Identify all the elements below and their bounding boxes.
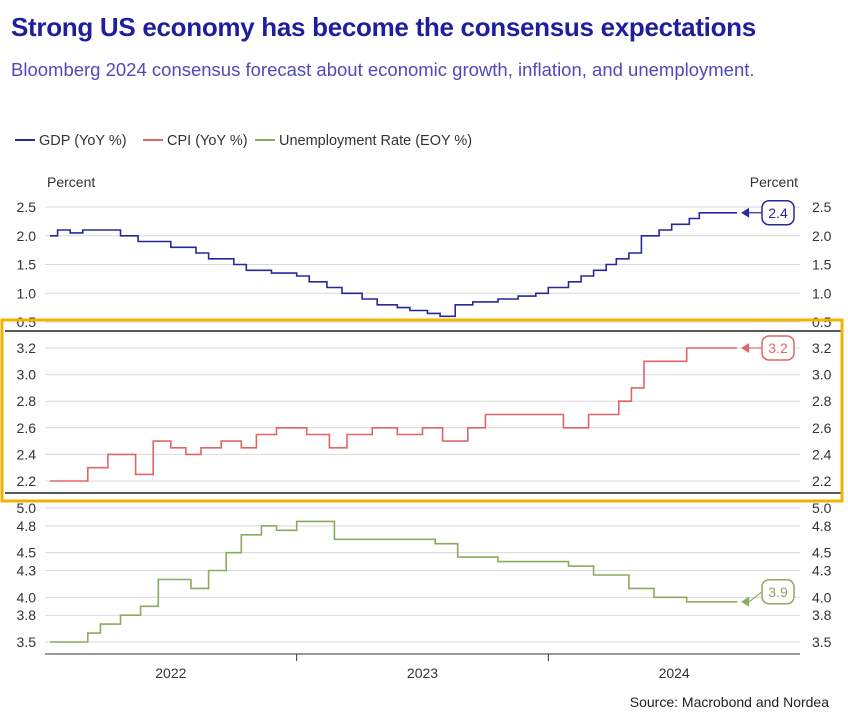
callout-box-gdp — [761, 200, 795, 226]
series-line-cpi — [50, 347, 738, 482]
y-tick-left-cpi: 3.2 — [17, 340, 37, 356]
y-tick-right-unemployment: 5.0 — [812, 500, 832, 516]
y-tick-right-gdp: 1.5 — [812, 257, 832, 273]
y-tick-right-gdp: 2.5 — [812, 199, 832, 215]
y-tick-right-unemployment: 4.3 — [812, 563, 832, 579]
chart-subtitle: Bloomberg 2024 consensus forecast about … — [11, 59, 755, 80]
legend: GDP (YoY %) CPI (YoY %) Unemployment Rate … — [15, 133, 472, 149]
cpi-highlight-box — [0, 318, 844, 503]
y-tick-left-gdp: 2.5 — [17, 199, 37, 215]
y-tick-right-cpi: 2.8 — [812, 393, 832, 409]
callout-box-unemployment — [761, 579, 795, 605]
y-tick-left-gdp: 1.5 — [17, 257, 37, 273]
y-tick-left-unemployment: 3.5 — [17, 634, 37, 650]
x-tick-label: 2023 — [407, 665, 438, 681]
y-tick-left-gdp: 0.5 — [17, 314, 37, 330]
y-tick-right-cpi: 3.2 — [812, 340, 832, 356]
y-tick-left-unemployment: 4.8 — [17, 518, 37, 534]
panel-cpi: 3.2 3.2 3.0 3.0 2.8 2.8 2.6 2.6 2.4 2.4 2.2 2.2 3.2 — [17, 335, 832, 489]
panel-unemployment: 5.0 5.0 4.8 4.8 4.5 4.5 4.3 4.3 4.0 4.0 3.8 3.8 3.5 3… — [17, 500, 832, 650]
y-tick-right-gdp: 1.0 — [812, 285, 832, 301]
legend-label-cpi: CPI (YoY %) — [167, 133, 248, 149]
callout-box-cpi — [761, 335, 795, 361]
y-tick-left-unemployment: 5.0 — [17, 500, 37, 516]
y-tick-left-unemployment: 4.3 — [17, 563, 37, 579]
chart-panels: 2.5 2.5 2.0 2.0 1.5 1.5 1.0 1.0 0.5 0.5 Percent Per… — [5, 174, 843, 650]
y-tick-right-unemployment: 4.0 — [812, 589, 832, 605]
legend-label-gdp: GDP (YoY %) — [39, 133, 127, 149]
panel-gdp: 2.5 2.5 2.0 2.0 1.5 1.5 1.0 1.0 0.5 0.5 Percent Per… — [17, 174, 832, 330]
y-tick-right-gdp: 2.0 — [812, 228, 832, 244]
callout-value-gdp: 2.4 — [768, 205, 788, 221]
callout-arrow-gdp — [741, 207, 750, 218]
x-tick-label: 2022 — [155, 665, 186, 681]
y-tick-left-cpi: 2.8 — [17, 393, 37, 409]
x-axis: 2022 2023 2024 — [45, 653, 800, 681]
callout-value-cpi: 3.2 — [768, 340, 788, 356]
y-tick-right-unemployment: 4.5 — [812, 545, 832, 561]
y-tick-left-gdp: 1.0 — [17, 285, 37, 301]
y-tick-left-cpi: 2.6 — [17, 420, 37, 436]
y-tick-left-unemployment: 4.5 — [17, 545, 37, 561]
y-tick-right-unemployment: 3.8 — [812, 607, 832, 623]
x-tick-label: 2024 — [659, 665, 690, 681]
y-tick-right-cpi: 2.4 — [812, 446, 832, 462]
y-tick-right-gdp: 0.5 — [812, 314, 832, 330]
y-unit-right: Percent — [750, 174, 798, 190]
chart-title: Strong US economy has become the consens… — [11, 12, 756, 42]
callout-connector-unemployment — [748, 591, 763, 603]
y-tick-left-unemployment: 3.8 — [17, 607, 37, 623]
y-tick-left-unemployment: 4.0 — [17, 589, 37, 605]
callout-arrow-cpi — [741, 343, 750, 353]
y-tick-right-cpi: 3.0 — [812, 367, 832, 383]
y-tick-left-gdp: 2.0 — [17, 228, 37, 244]
y-tick-right-cpi: 2.6 — [812, 420, 832, 436]
y-tick-right-cpi: 2.2 — [812, 473, 832, 489]
callout-value-unemployment: 3.9 — [768, 584, 788, 600]
y-tick-left-cpi: 2.2 — [17, 473, 37, 489]
y-tick-left-cpi: 2.4 — [17, 446, 37, 462]
source-note: Source: Macrobond and Nordea — [630, 694, 829, 710]
series-line-unemployment — [50, 520, 738, 643]
series-line-gdp — [50, 212, 738, 318]
y-tick-right-unemployment: 3.5 — [812, 634, 832, 650]
callout-arrow-unemployment — [741, 596, 750, 607]
y-tick-left-cpi: 3.0 — [17, 367, 37, 383]
y-unit-left: Percent — [47, 174, 95, 190]
legend-label-unemployment: Unemployment Rate (EOY %) — [279, 133, 472, 149]
y-tick-right-unemployment: 4.8 — [812, 518, 832, 534]
